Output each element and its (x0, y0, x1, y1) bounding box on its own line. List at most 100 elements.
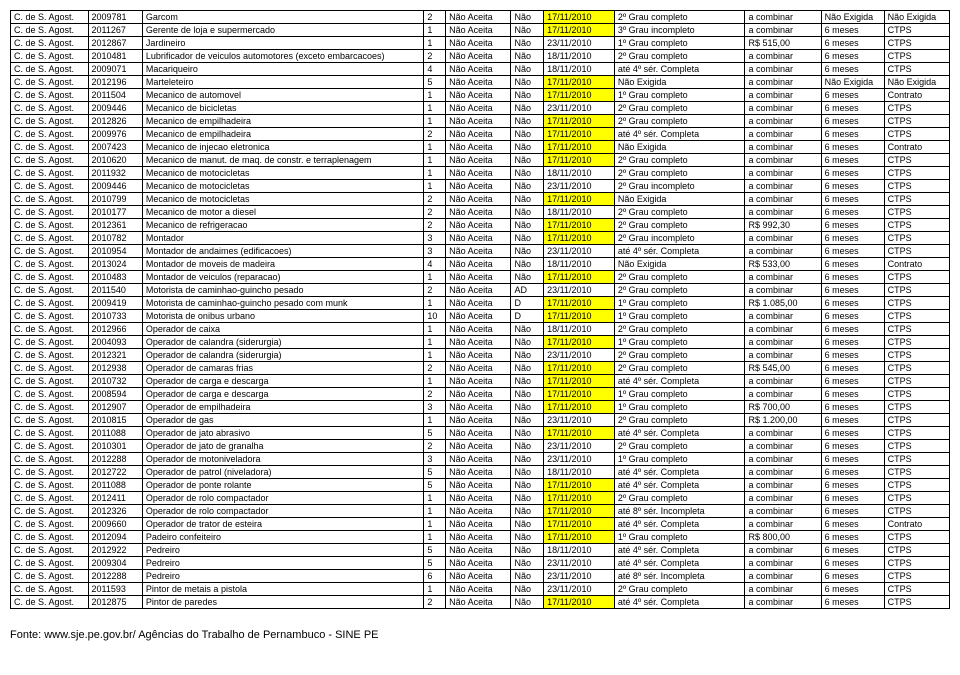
table-cell: 18/11/2010 (544, 206, 615, 219)
table-cell: Não Aceita (446, 440, 511, 453)
table-cell: 5 (424, 76, 446, 89)
table-cell: Não Aceita (446, 388, 511, 401)
table-cell: a combinar (745, 583, 821, 596)
table-row: C. de S. Agost.2009781Garcom2Não AceitaN… (11, 11, 950, 24)
table-cell: 6 meses (821, 271, 884, 284)
table-cell: Pedreiro (142, 557, 424, 570)
table-cell: Não Aceita (446, 583, 511, 596)
table-cell: 17/11/2010 (544, 219, 615, 232)
table-cell: C. de S. Agost. (11, 76, 89, 89)
table-cell: Não (511, 544, 544, 557)
table-cell: C. de S. Agost. (11, 505, 89, 518)
table-cell: 2º Grau completo (614, 414, 745, 427)
table-cell: 2010177 (88, 206, 142, 219)
table-cell: Jardineiro (142, 37, 424, 50)
table-cell: Não (511, 336, 544, 349)
table-cell: 17/11/2010 (544, 531, 615, 544)
table-cell: C. de S. Agost. (11, 154, 89, 167)
table-cell: C. de S. Agost. (11, 102, 89, 115)
table-cell: Não (511, 362, 544, 375)
table-cell: CTPS (884, 583, 949, 596)
table-cell: 6 meses (821, 219, 884, 232)
table-cell: CTPS (884, 284, 949, 297)
table-cell: 2º Grau completo (614, 583, 745, 596)
table-cell: 2010301 (88, 440, 142, 453)
table-cell: 1 (424, 414, 446, 427)
table-cell: 2º Grau completo (614, 349, 745, 362)
table-row: C. de S. Agost.2010177Mecanico de motor … (11, 206, 950, 219)
table-cell: Operador de calandra (siderurgia) (142, 349, 424, 362)
table-cell: Mecanico de bicicletas (142, 102, 424, 115)
table-cell: 2012326 (88, 505, 142, 518)
table-cell: 23/11/2010 (544, 414, 615, 427)
table-cell: C. de S. Agost. (11, 427, 89, 440)
table-cell: Operador de jato de granalha (142, 440, 424, 453)
table-cell: 6 meses (821, 596, 884, 609)
table-cell: Não (511, 453, 544, 466)
table-cell: CTPS (884, 37, 949, 50)
table-cell: 2012196 (88, 76, 142, 89)
table-row: C. de S. Agost.2011088Operador de ponte … (11, 479, 950, 492)
table-cell: 6 meses (821, 284, 884, 297)
table-cell: Não Aceita (446, 505, 511, 518)
table-cell: Pedreiro (142, 570, 424, 583)
table-cell: Não Aceita (446, 206, 511, 219)
table-cell: CTPS (884, 414, 949, 427)
table-cell: Não Aceita (446, 596, 511, 609)
table-cell: 6 meses (821, 362, 884, 375)
table-cell: Mecanico de automovel (142, 89, 424, 102)
table-cell: Contrato (884, 141, 949, 154)
table-cell: 6 meses (821, 570, 884, 583)
table-cell: 1º Grau completo (614, 531, 745, 544)
table-cell: a combinar (745, 167, 821, 180)
table-cell: 2009976 (88, 128, 142, 141)
table-cell: Não (511, 557, 544, 570)
table-cell: 6 meses (821, 141, 884, 154)
table-cell: 6 meses (821, 505, 884, 518)
table-cell: 2 (424, 193, 446, 206)
table-cell: Não Aceita (446, 414, 511, 427)
table-cell: 1 (424, 141, 446, 154)
table-cell: 2º Grau completo (614, 440, 745, 453)
table-cell: C. de S. Agost. (11, 50, 89, 63)
table-cell: 2012288 (88, 453, 142, 466)
table-cell: 2012966 (88, 323, 142, 336)
table-cell: 6 meses (821, 24, 884, 37)
table-cell: 4 (424, 63, 446, 76)
table-cell: Não (511, 375, 544, 388)
table-cell: CTPS (884, 427, 949, 440)
table-cell: CTPS (884, 63, 949, 76)
table-cell: CTPS (884, 24, 949, 37)
table-cell: CTPS (884, 154, 949, 167)
table-cell: Não (511, 414, 544, 427)
table-cell: Não Aceita (446, 24, 511, 37)
table-cell: 4 (424, 258, 446, 271)
table-cell: Não Aceita (446, 167, 511, 180)
table-cell: 2012722 (88, 466, 142, 479)
table-cell: 1 (424, 492, 446, 505)
table-cell: C. de S. Agost. (11, 141, 89, 154)
table-cell: 1 (424, 531, 446, 544)
table-cell: 6 meses (821, 245, 884, 258)
table-cell: Não Exigida (614, 258, 745, 271)
table-cell: CTPS (884, 375, 949, 388)
table-cell: Não (511, 531, 544, 544)
table-cell: 3 (424, 453, 446, 466)
table-cell: 2010815 (88, 414, 142, 427)
table-cell: 2010799 (88, 193, 142, 206)
table-cell: Não (511, 193, 544, 206)
table-cell: Não (511, 50, 544, 63)
table-cell: 6 meses (821, 440, 884, 453)
table-cell: 1º Grau completo (614, 297, 745, 310)
table-cell: 17/11/2010 (544, 310, 615, 323)
table-cell: 6 meses (821, 63, 884, 76)
table-cell: 2010483 (88, 271, 142, 284)
table-row: C. de S. Agost.2012196Marteleteiro5Não A… (11, 76, 950, 89)
table-cell: 23/11/2010 (544, 440, 615, 453)
table-cell: 17/11/2010 (544, 375, 615, 388)
table-cell: 2011088 (88, 427, 142, 440)
table-row: C. de S. Agost.2012907Operador de empilh… (11, 401, 950, 414)
table-cell: CTPS (884, 232, 949, 245)
table-cell: 17/11/2010 (544, 492, 615, 505)
table-cell: 17/11/2010 (544, 89, 615, 102)
